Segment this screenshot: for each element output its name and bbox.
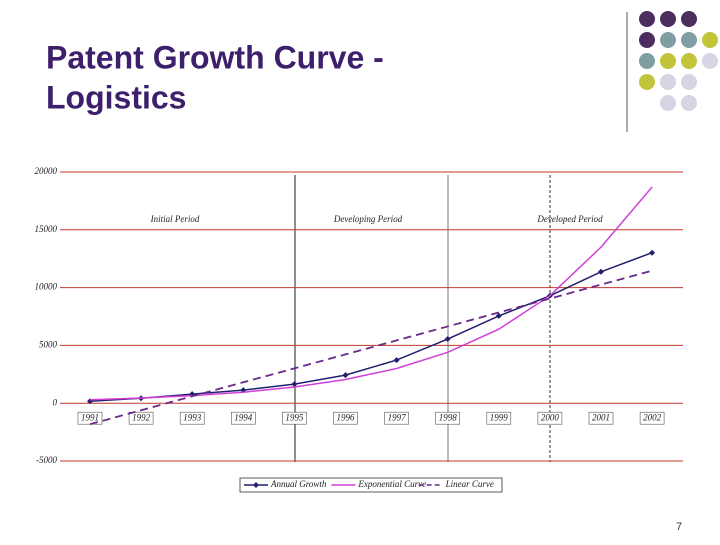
marker (393, 357, 400, 364)
marker (444, 336, 451, 343)
title-line: Patent Growth Curve - (46, 39, 384, 75)
annotation: Developed Period (536, 214, 603, 224)
annotation: Developing Period (333, 214, 403, 224)
x-tick-box (128, 411, 154, 425)
marker (598, 268, 604, 275)
y-tick-label: -5000 (36, 455, 57, 465)
series-line (89, 269, 653, 426)
marker (495, 312, 502, 319)
x-tick-box (639, 411, 665, 425)
x-tick-box (231, 411, 256, 425)
x-tick-label: 1993 (183, 412, 202, 422)
legend-label: Linear Curve (445, 479, 494, 489)
x-tick-box (537, 411, 563, 425)
y-tick-label: 0 (53, 397, 58, 407)
x-tick-box (282, 411, 307, 425)
y-tick-label: 5000 (39, 339, 58, 349)
x-tick-label: 1995 (285, 412, 304, 422)
annotation: Initial Period (150, 214, 200, 224)
x-tick-box (333, 411, 358, 425)
legend-marker (253, 482, 259, 488)
legend-box (239, 477, 503, 493)
legend-label: Annual Growth (270, 479, 327, 489)
series-line (89, 186, 653, 401)
x-tick-box (384, 411, 409, 425)
x-tick-label: 1998 (439, 412, 458, 422)
x-tick-label: 2002 (643, 412, 662, 422)
title-line: Logistics (46, 79, 186, 115)
marker (649, 249, 656, 256)
x-tick-label: 1996 (337, 412, 356, 422)
x-tick-box (486, 411, 512, 425)
x-tick-label: 1999 (490, 412, 509, 422)
x-tick-label: 1994 (234, 412, 253, 422)
x-tick-label: 1997 (388, 412, 407, 422)
x-tick-label: 2001 (592, 412, 610, 422)
page-number: 7 (676, 521, 682, 533)
x-tick-label: 1991 (81, 412, 99, 422)
series-line (89, 251, 653, 402)
deco-dots (639, 11, 718, 111)
marker (291, 381, 298, 388)
y-tick-label: 10000 (35, 282, 58, 292)
x-tick-box (435, 411, 461, 425)
marker (342, 372, 349, 379)
x-tick-box (179, 411, 205, 425)
x-tick-label: 2000 (541, 412, 560, 422)
legend-label: Exponential Curve (357, 479, 426, 489)
y-tick-label: 15000 (35, 224, 58, 234)
x-tick-label: 1992 (132, 412, 151, 422)
x-tick-box (588, 411, 614, 425)
y-tick-label: 20000 (35, 166, 58, 176)
